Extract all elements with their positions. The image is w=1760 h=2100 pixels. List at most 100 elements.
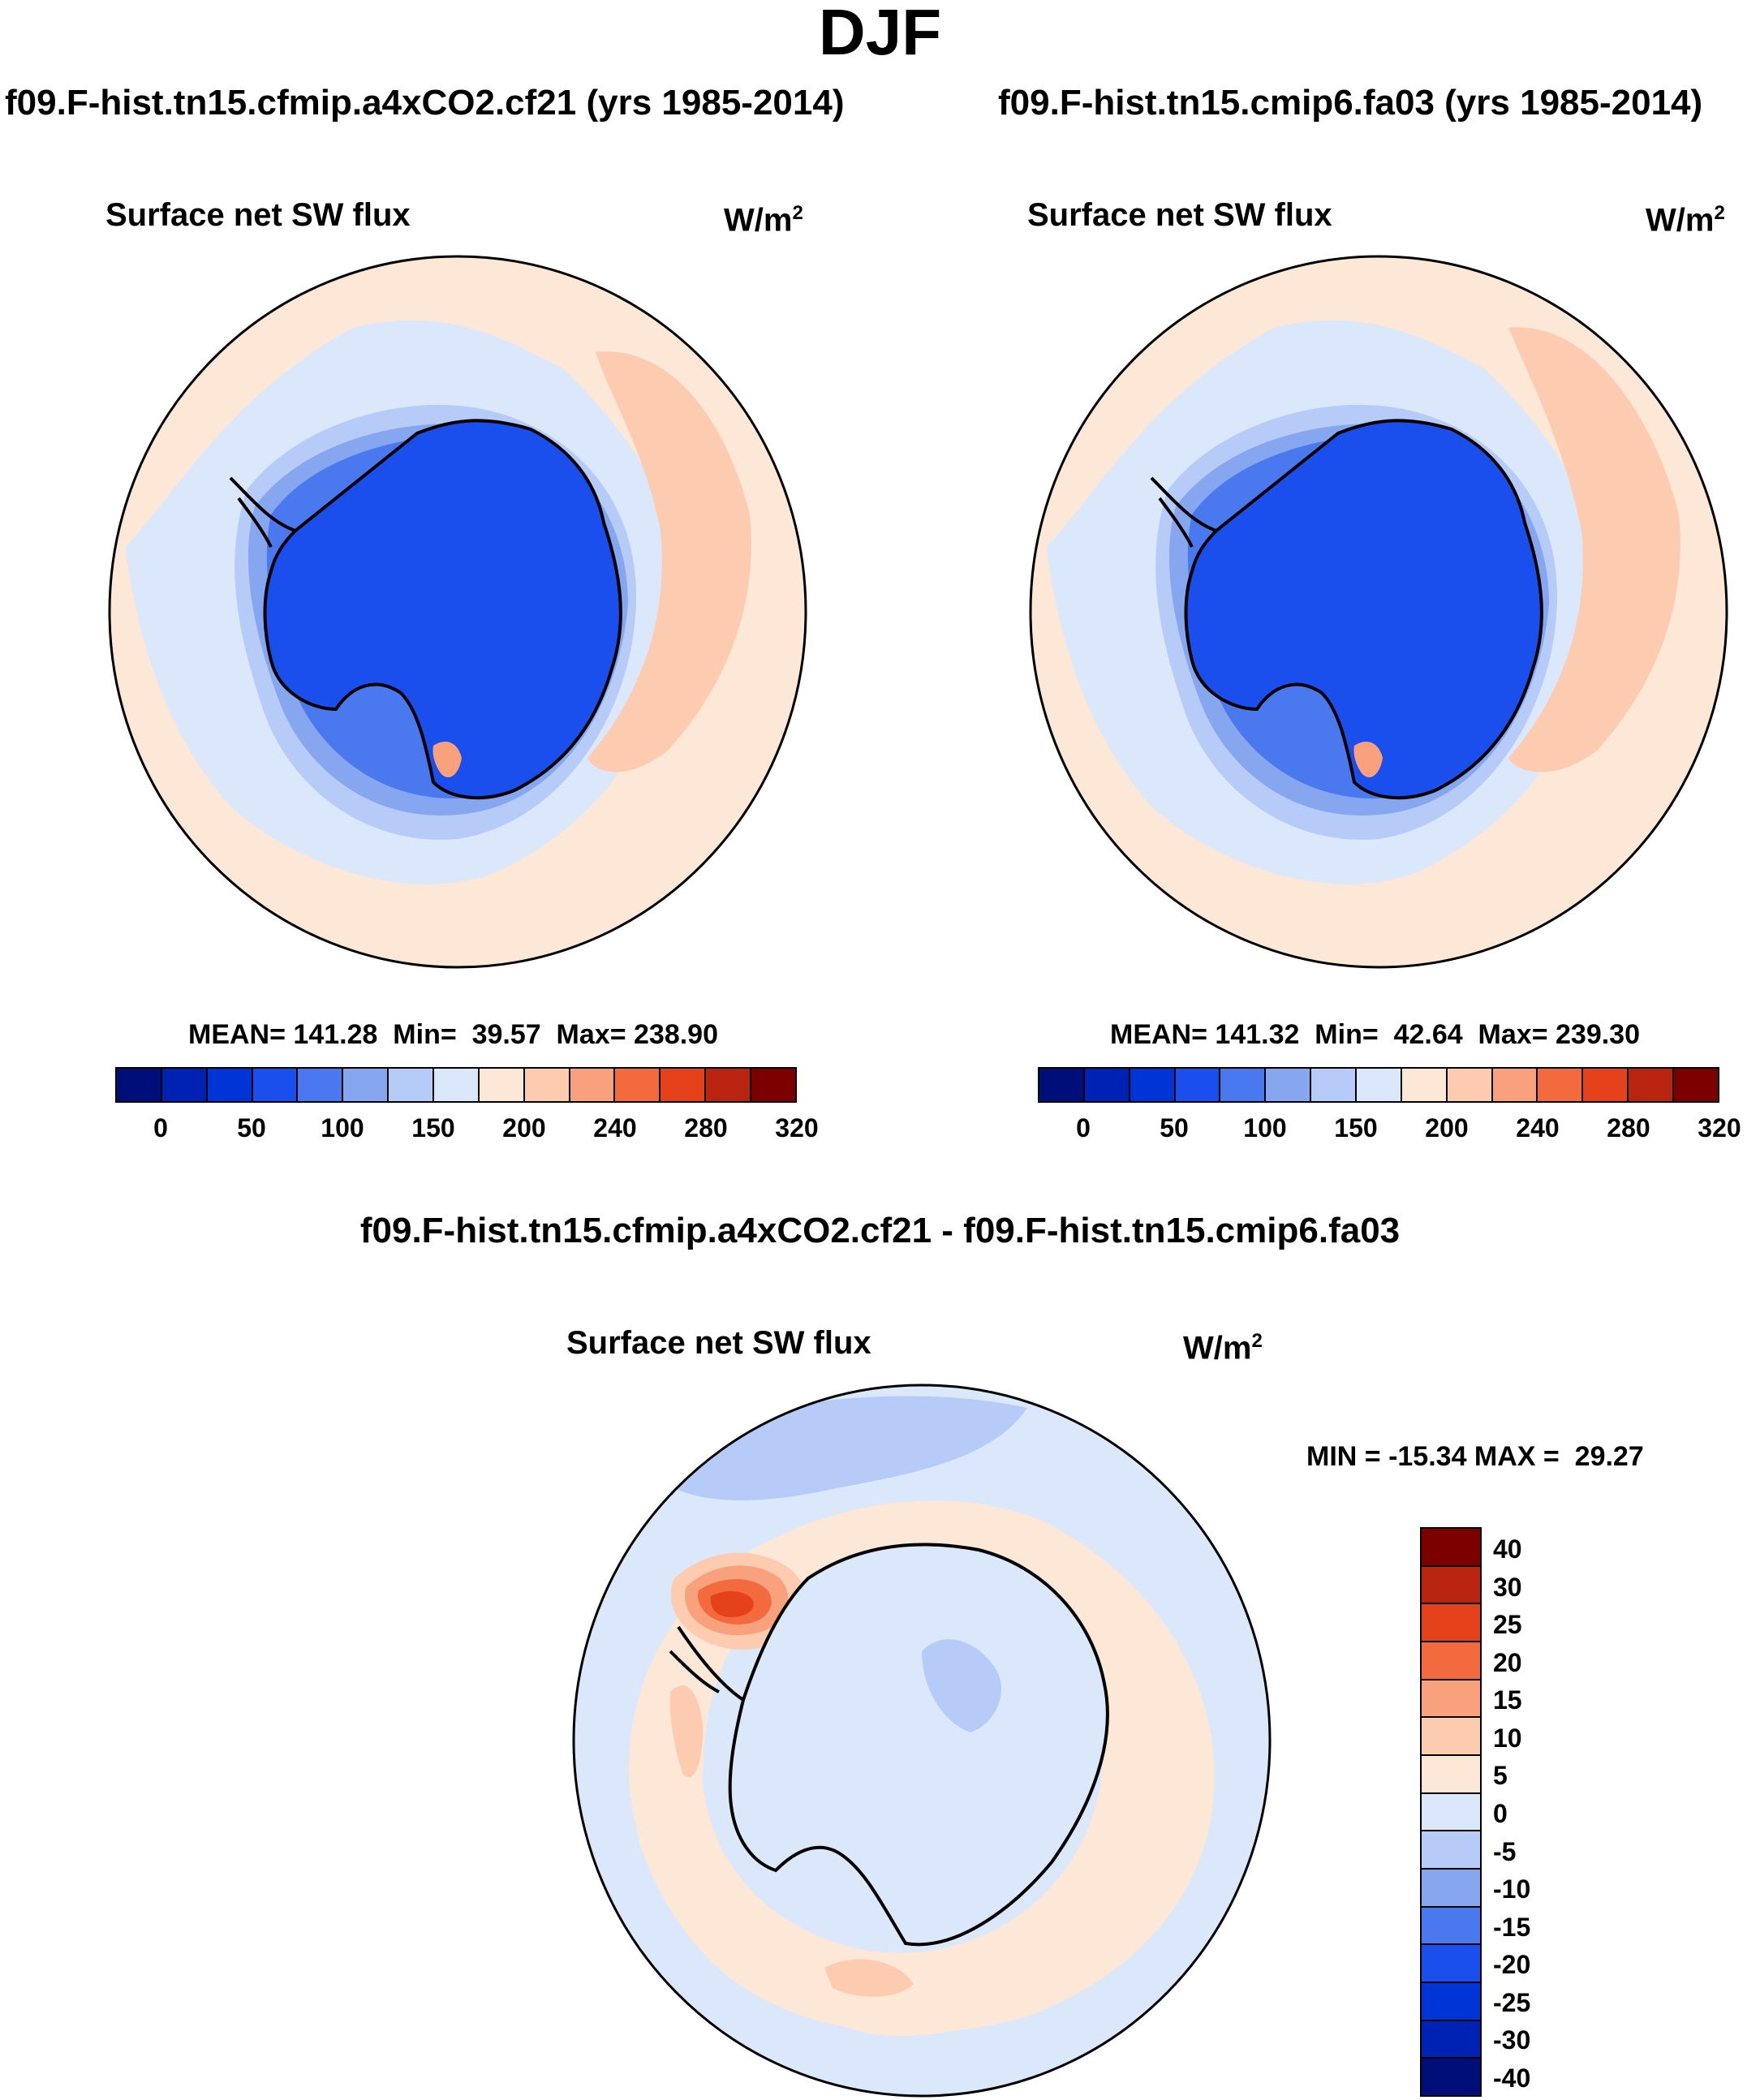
diff-cool-land bbox=[729, 1544, 1108, 1945]
panel2-coastline bbox=[1184, 419, 1543, 800]
panel1-colorbar bbox=[115, 1067, 797, 1103]
diff-colorbar-swatch-2 bbox=[1422, 1604, 1480, 1643]
panel1-colorbar-swatch-4 bbox=[298, 1069, 344, 1101]
panel2-colorbar-label-5: 240 bbox=[1516, 1113, 1560, 1143]
panel1-map-border bbox=[108, 255, 807, 969]
diff-warm-spot-south bbox=[824, 1959, 914, 1997]
panel1-ice-sheet bbox=[265, 420, 621, 798]
diff-variable-title: Surface net SW flux bbox=[566, 1325, 871, 1361]
panel2-colorbar-label-7: 320 bbox=[1698, 1113, 1741, 1143]
panel1-colorbar-labels: 0 50 100 150 200 240 280 320 bbox=[115, 1113, 819, 1146]
panel2-colorbar-swatch-1 bbox=[1084, 1069, 1130, 1101]
panel1-colorbar-swatch-0 bbox=[117, 1069, 162, 1101]
diff-colorbar-label-7: 0 bbox=[1493, 1799, 1508, 1828]
panel2-colorbar-swatch-13 bbox=[1629, 1069, 1675, 1101]
panel2-colorbar-swatch-9 bbox=[1447, 1069, 1493, 1101]
diff-stats: MIN = -15.34 MAX = 29.27 bbox=[1306, 1441, 1644, 1472]
diff-colorbar-label-6: 5 bbox=[1493, 1761, 1508, 1791]
panel2-map-border bbox=[1029, 255, 1728, 969]
panel1-variable-title: Surface net SW flux bbox=[105, 197, 411, 233]
panel1-colorbar-swatch-8 bbox=[479, 1069, 525, 1101]
diff-colorbar-swatch-11 bbox=[1422, 1945, 1480, 1984]
diff-colorbar-swatch-12 bbox=[1422, 1983, 1480, 2021]
panel2-ice-sheet bbox=[1186, 420, 1542, 798]
panel2-colorbar-label-6: 280 bbox=[1607, 1113, 1650, 1143]
panel2-colorbar-swatch-14 bbox=[1674, 1069, 1718, 1101]
panel1-colorbar-swatch-6 bbox=[389, 1069, 435, 1101]
diff-colorbar-swatch-13 bbox=[1422, 2020, 1480, 2059]
diff-colorbar-label-4: 15 bbox=[1493, 1685, 1522, 1715]
panel2-colorbar-swatch-11 bbox=[1538, 1069, 1584, 1101]
diff-case-title: f09.F-hist.tn15.cfmip.a4xCO2.cf21 - f09.… bbox=[359, 1211, 1401, 1250]
panel1-colorbar-label-0: 0 bbox=[153, 1113, 168, 1143]
panel1-colorbar-swatch-2 bbox=[207, 1069, 253, 1101]
panel2-units: W/m2 bbox=[1646, 202, 1725, 239]
diff-colorbar-swatch-4 bbox=[1422, 1680, 1480, 1719]
diff-map-border bbox=[572, 1384, 1272, 2098]
diff-colorbar-label-12: -25 bbox=[1493, 1987, 1531, 2017]
panel2-colorbar-swatch-7 bbox=[1357, 1069, 1402, 1101]
diff-coastline bbox=[728, 1543, 1109, 1947]
panel2-colorbar-swatch-2 bbox=[1130, 1069, 1176, 1101]
panel2-colorbar-label-1: 50 bbox=[1160, 1113, 1189, 1143]
diff-colorbar-label-1: 30 bbox=[1493, 1572, 1522, 1602]
diff-colorbar bbox=[1420, 1527, 1482, 2097]
panel1-colorbar-swatch-11 bbox=[615, 1069, 661, 1101]
panel2-warm-spot bbox=[1353, 742, 1383, 777]
diff-cool-streaks bbox=[922, 1639, 1002, 1732]
panel2-colorbar-swatch-8 bbox=[1401, 1069, 1448, 1101]
diff-colorbar-label-8: -5 bbox=[1493, 1836, 1517, 1866]
diff-colorbar-label-9: -10 bbox=[1493, 1874, 1531, 1904]
panel1-colorbar-swatch-14 bbox=[751, 1069, 795, 1101]
panel1-stats: MEAN= 141.28 Min= 39.57 Max= 238.90 bbox=[188, 1019, 718, 1050]
diff-colorbar-swatch-10 bbox=[1422, 1907, 1480, 1946]
panel1-units: W/m2 bbox=[724, 202, 803, 239]
panel2-colorbar-swatch-10 bbox=[1492, 1069, 1538, 1101]
panel1-colorbar-swatch-12 bbox=[661, 1069, 707, 1101]
panel1-colorbar-swatch-3 bbox=[252, 1069, 299, 1101]
panel2-colorbar-label-2: 100 bbox=[1243, 1113, 1287, 1143]
diff-colorbar-swatch-9 bbox=[1422, 1870, 1480, 1908]
panel1-colorbar-label-3: 150 bbox=[411, 1113, 455, 1143]
panel2-stats: MEAN= 141.32 Min= 42.64 Max= 239.30 bbox=[1110, 1019, 1640, 1050]
diff-colorbar-swatch-1 bbox=[1422, 1566, 1480, 1605]
panel1-colorbar-label-1: 50 bbox=[237, 1113, 266, 1143]
panel1-colorbar-label-6: 280 bbox=[684, 1113, 728, 1143]
panel2-antarctic-map bbox=[1029, 255, 1728, 969]
panel1-colorbar-swatch-13 bbox=[706, 1069, 752, 1101]
diff-colorbar-swatch-0 bbox=[1422, 1529, 1480, 1567]
panel1-colorbar-label-2: 100 bbox=[321, 1113, 364, 1143]
panel1-colorbar-label-7: 320 bbox=[775, 1113, 819, 1143]
diff-colorbar-label-3: 20 bbox=[1493, 1647, 1522, 1677]
diff-units: W/m2 bbox=[1183, 1330, 1263, 1366]
panel1-colorbar-swatch-7 bbox=[434, 1069, 480, 1101]
panel2-case-title: f09.F-hist.tn15.cmip6.fa03 (yrs 1985-201… bbox=[998, 83, 1703, 123]
diff-colorbar-labels: 40 30 25 20 15 10 5 0 -5 -10 -15 -20 -25 -30 -40 bbox=[1493, 1527, 1566, 2094]
panel1-colorbar-swatch-9 bbox=[524, 1069, 570, 1101]
panel2-warm-band-east bbox=[1508, 327, 1680, 772]
panel2-colorbar-swatch-5 bbox=[1266, 1069, 1312, 1101]
panel2-colorbar-swatch-0 bbox=[1039, 1069, 1085, 1101]
panel2-variable-title: Surface net SW flux bbox=[1027, 197, 1332, 233]
panel1-coastline bbox=[263, 419, 622, 800]
diff-colorbar-label-2: 25 bbox=[1493, 1610, 1522, 1640]
diff-colorbar-label-5: 10 bbox=[1493, 1723, 1522, 1753]
panel1-colorbar-swatch-5 bbox=[343, 1069, 389, 1101]
panel2-colorbar-label-4: 200 bbox=[1425, 1113, 1469, 1143]
panel1-warm-band-east bbox=[587, 351, 751, 772]
diff-colorbar-swatch-6 bbox=[1422, 1756, 1480, 1794]
panel1-colorbar-label-5: 240 bbox=[593, 1113, 637, 1143]
diff-antarctic-map bbox=[572, 1384, 1272, 2098]
panel2-colorbar-swatch-12 bbox=[1583, 1069, 1629, 1101]
diff-hot-4 bbox=[710, 1591, 754, 1617]
diff-colorbar-swatch-8 bbox=[1422, 1831, 1480, 1870]
diff-colorbar-label-13: -30 bbox=[1493, 2025, 1531, 2055]
diff-warm-streak-west bbox=[669, 1685, 704, 1778]
panel2-colorbar-label-0: 0 bbox=[1076, 1113, 1091, 1143]
panel1-peninsula-coast bbox=[229, 476, 296, 548]
diff-colorbar-label-10: -15 bbox=[1493, 1912, 1531, 1942]
diff-colorbar-swatch-7 bbox=[1422, 1793, 1480, 1832]
panel2-colorbar-label-3: 150 bbox=[1334, 1113, 1378, 1143]
panel1-colorbar-label-4: 200 bbox=[502, 1113, 546, 1143]
diff-warm-ring-mid bbox=[638, 1838, 995, 2036]
